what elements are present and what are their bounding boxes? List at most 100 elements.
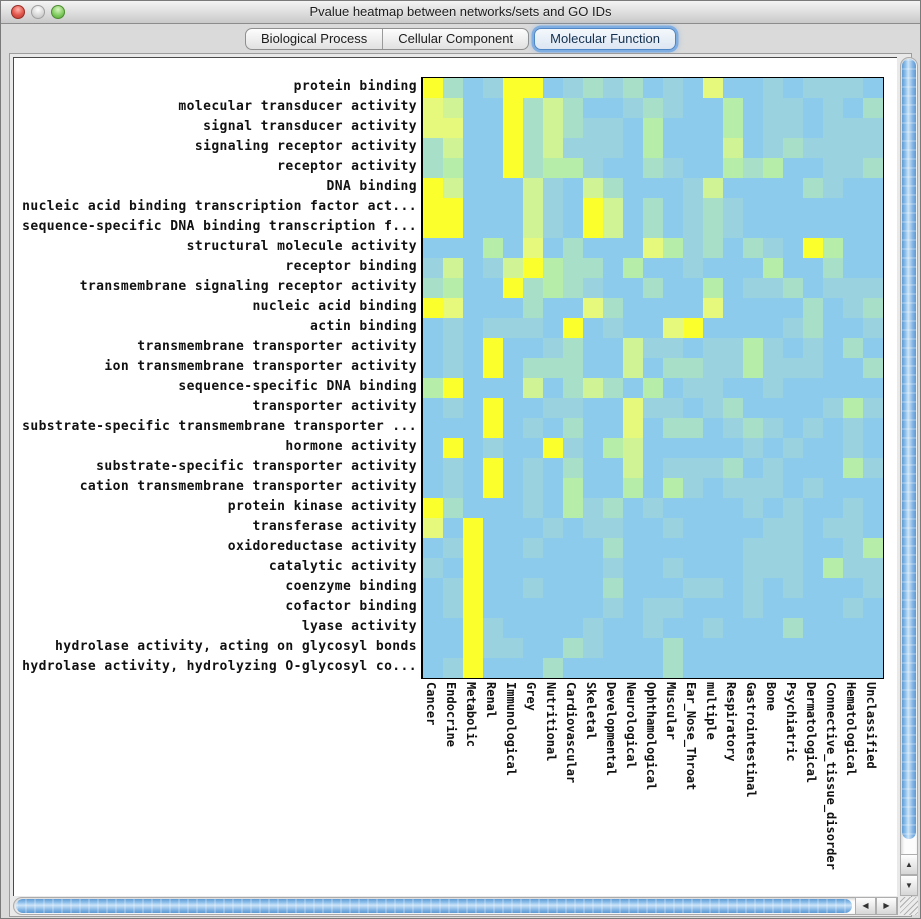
heatmap-cell	[443, 358, 463, 378]
heatmap-cell	[803, 638, 823, 658]
heatmap-cell	[463, 578, 483, 598]
heatmap-cell	[503, 118, 523, 138]
heatmap-cell	[623, 278, 643, 298]
heatmap-cell	[663, 358, 683, 378]
heatmap-cell	[503, 578, 523, 598]
heatmap-cell	[623, 358, 643, 378]
heatmap-cell	[683, 638, 703, 658]
heatmap-cell	[843, 298, 863, 318]
heatmap-cell	[523, 218, 543, 238]
scroll-right-button[interactable]: ▶	[876, 897, 897, 915]
heatmap-cell	[643, 658, 663, 678]
heatmap-cell	[843, 358, 863, 378]
heatmap-cell	[583, 358, 603, 378]
row-label: oxidoreductase activity	[227, 539, 417, 554]
heatmap-cell	[683, 298, 703, 318]
heatmap-cell	[843, 598, 863, 618]
scroll-down-button[interactable]: ▼	[900, 875, 918, 896]
heatmap-cell	[643, 538, 663, 558]
heatmap-cell	[863, 138, 883, 158]
heatmap-cell	[863, 618, 883, 638]
heatmap-cell	[783, 438, 803, 458]
heatmap-cell	[663, 458, 683, 478]
heatmap-cell	[683, 518, 703, 538]
vertical-scrollbar-thumb[interactable]	[902, 59, 916, 839]
heatmap-cell	[523, 298, 543, 318]
heatmap-cell	[483, 78, 503, 98]
heatmap-cell	[663, 258, 683, 278]
heatmap-cell	[803, 198, 823, 218]
heatmap-cell	[823, 378, 843, 398]
heatmap-cell	[663, 578, 683, 598]
tab-molecular-function[interactable]: Molecular Function	[534, 28, 676, 50]
heatmap-cell	[783, 498, 803, 518]
row-label: protein binding	[293, 79, 417, 94]
heatmap-cell	[423, 278, 443, 298]
heatmap-cell	[523, 118, 543, 138]
heatmap-cell	[503, 658, 523, 678]
heatmap-cell	[703, 578, 723, 598]
tab-biological-process[interactable]: Biological Process	[261, 31, 368, 46]
heatmap-cell	[863, 238, 883, 258]
heatmap-cell	[543, 638, 563, 658]
heatmap-cell	[543, 658, 563, 678]
heatmap-cell	[843, 258, 863, 278]
heatmap-cell	[823, 518, 843, 538]
minimize-button[interactable]	[31, 5, 45, 19]
horizontal-scrollbar-thumb[interactable]	[16, 899, 852, 913]
heatmap-cell	[583, 218, 603, 238]
heatmap-cell	[723, 298, 743, 318]
heatmap-cell	[443, 658, 463, 678]
heatmap-cell	[503, 238, 523, 258]
heatmap-cell	[863, 378, 883, 398]
heatmap-cell	[603, 238, 623, 258]
heatmap-cell	[563, 178, 583, 198]
heatmap-cell	[763, 398, 783, 418]
heatmap-cell	[863, 498, 883, 518]
heatmap-cell	[663, 218, 683, 238]
heatmap-cell	[483, 358, 503, 378]
tab-cellular-component[interactable]: Cellular Component	[382, 29, 528, 49]
heatmap-cell	[723, 318, 743, 338]
heatmap-cell	[783, 258, 803, 278]
heatmap-cell	[423, 418, 443, 438]
heatmap-cell	[483, 478, 503, 498]
heatmap-cell	[723, 378, 743, 398]
zoom-button[interactable]	[51, 5, 65, 19]
heatmap-cell	[463, 598, 483, 618]
close-button[interactable]	[11, 5, 25, 19]
heatmap-cell	[823, 498, 843, 518]
heatmap-cell	[843, 658, 863, 678]
horizontal-scrollbar[interactable]	[13, 897, 898, 915]
column-label: Dermatological	[804, 682, 818, 784]
heatmap-cell	[783, 358, 803, 378]
heatmap-cell	[623, 478, 643, 498]
resize-grip-icon[interactable]	[900, 897, 918, 915]
heatmap-cell	[843, 218, 863, 238]
heatmap-cell	[483, 638, 503, 658]
heatmap-cell	[683, 438, 703, 458]
heatmap-cell	[463, 538, 483, 558]
column-label: Connective_tissue_disorder	[824, 682, 838, 870]
heatmap-cell	[643, 398, 663, 418]
heatmap-cell	[463, 418, 483, 438]
heatmap-cell	[743, 558, 763, 578]
row-label: signaling receptor activity	[194, 139, 417, 154]
heatmap-cell	[463, 198, 483, 218]
heatmap-cell	[623, 618, 643, 638]
heatmap-cell	[563, 638, 583, 658]
heatmap-cell	[423, 118, 443, 138]
heatmap-cell	[683, 118, 703, 138]
scroll-left-button[interactable]: ◀	[855, 897, 876, 915]
vertical-scrollbar[interactable]	[900, 57, 918, 896]
scroll-up-button[interactable]: ▲	[900, 854, 918, 875]
heatmap-cell	[843, 578, 863, 598]
heatmap-cell	[603, 378, 623, 398]
heatmap-cell	[463, 178, 483, 198]
heatmap-cell	[703, 298, 723, 318]
heatmap-cell	[723, 118, 743, 138]
heatmap-cell	[763, 158, 783, 178]
heatmap-cell	[663, 318, 683, 338]
heatmap-cell	[803, 78, 823, 98]
heatmap-cell	[763, 218, 783, 238]
